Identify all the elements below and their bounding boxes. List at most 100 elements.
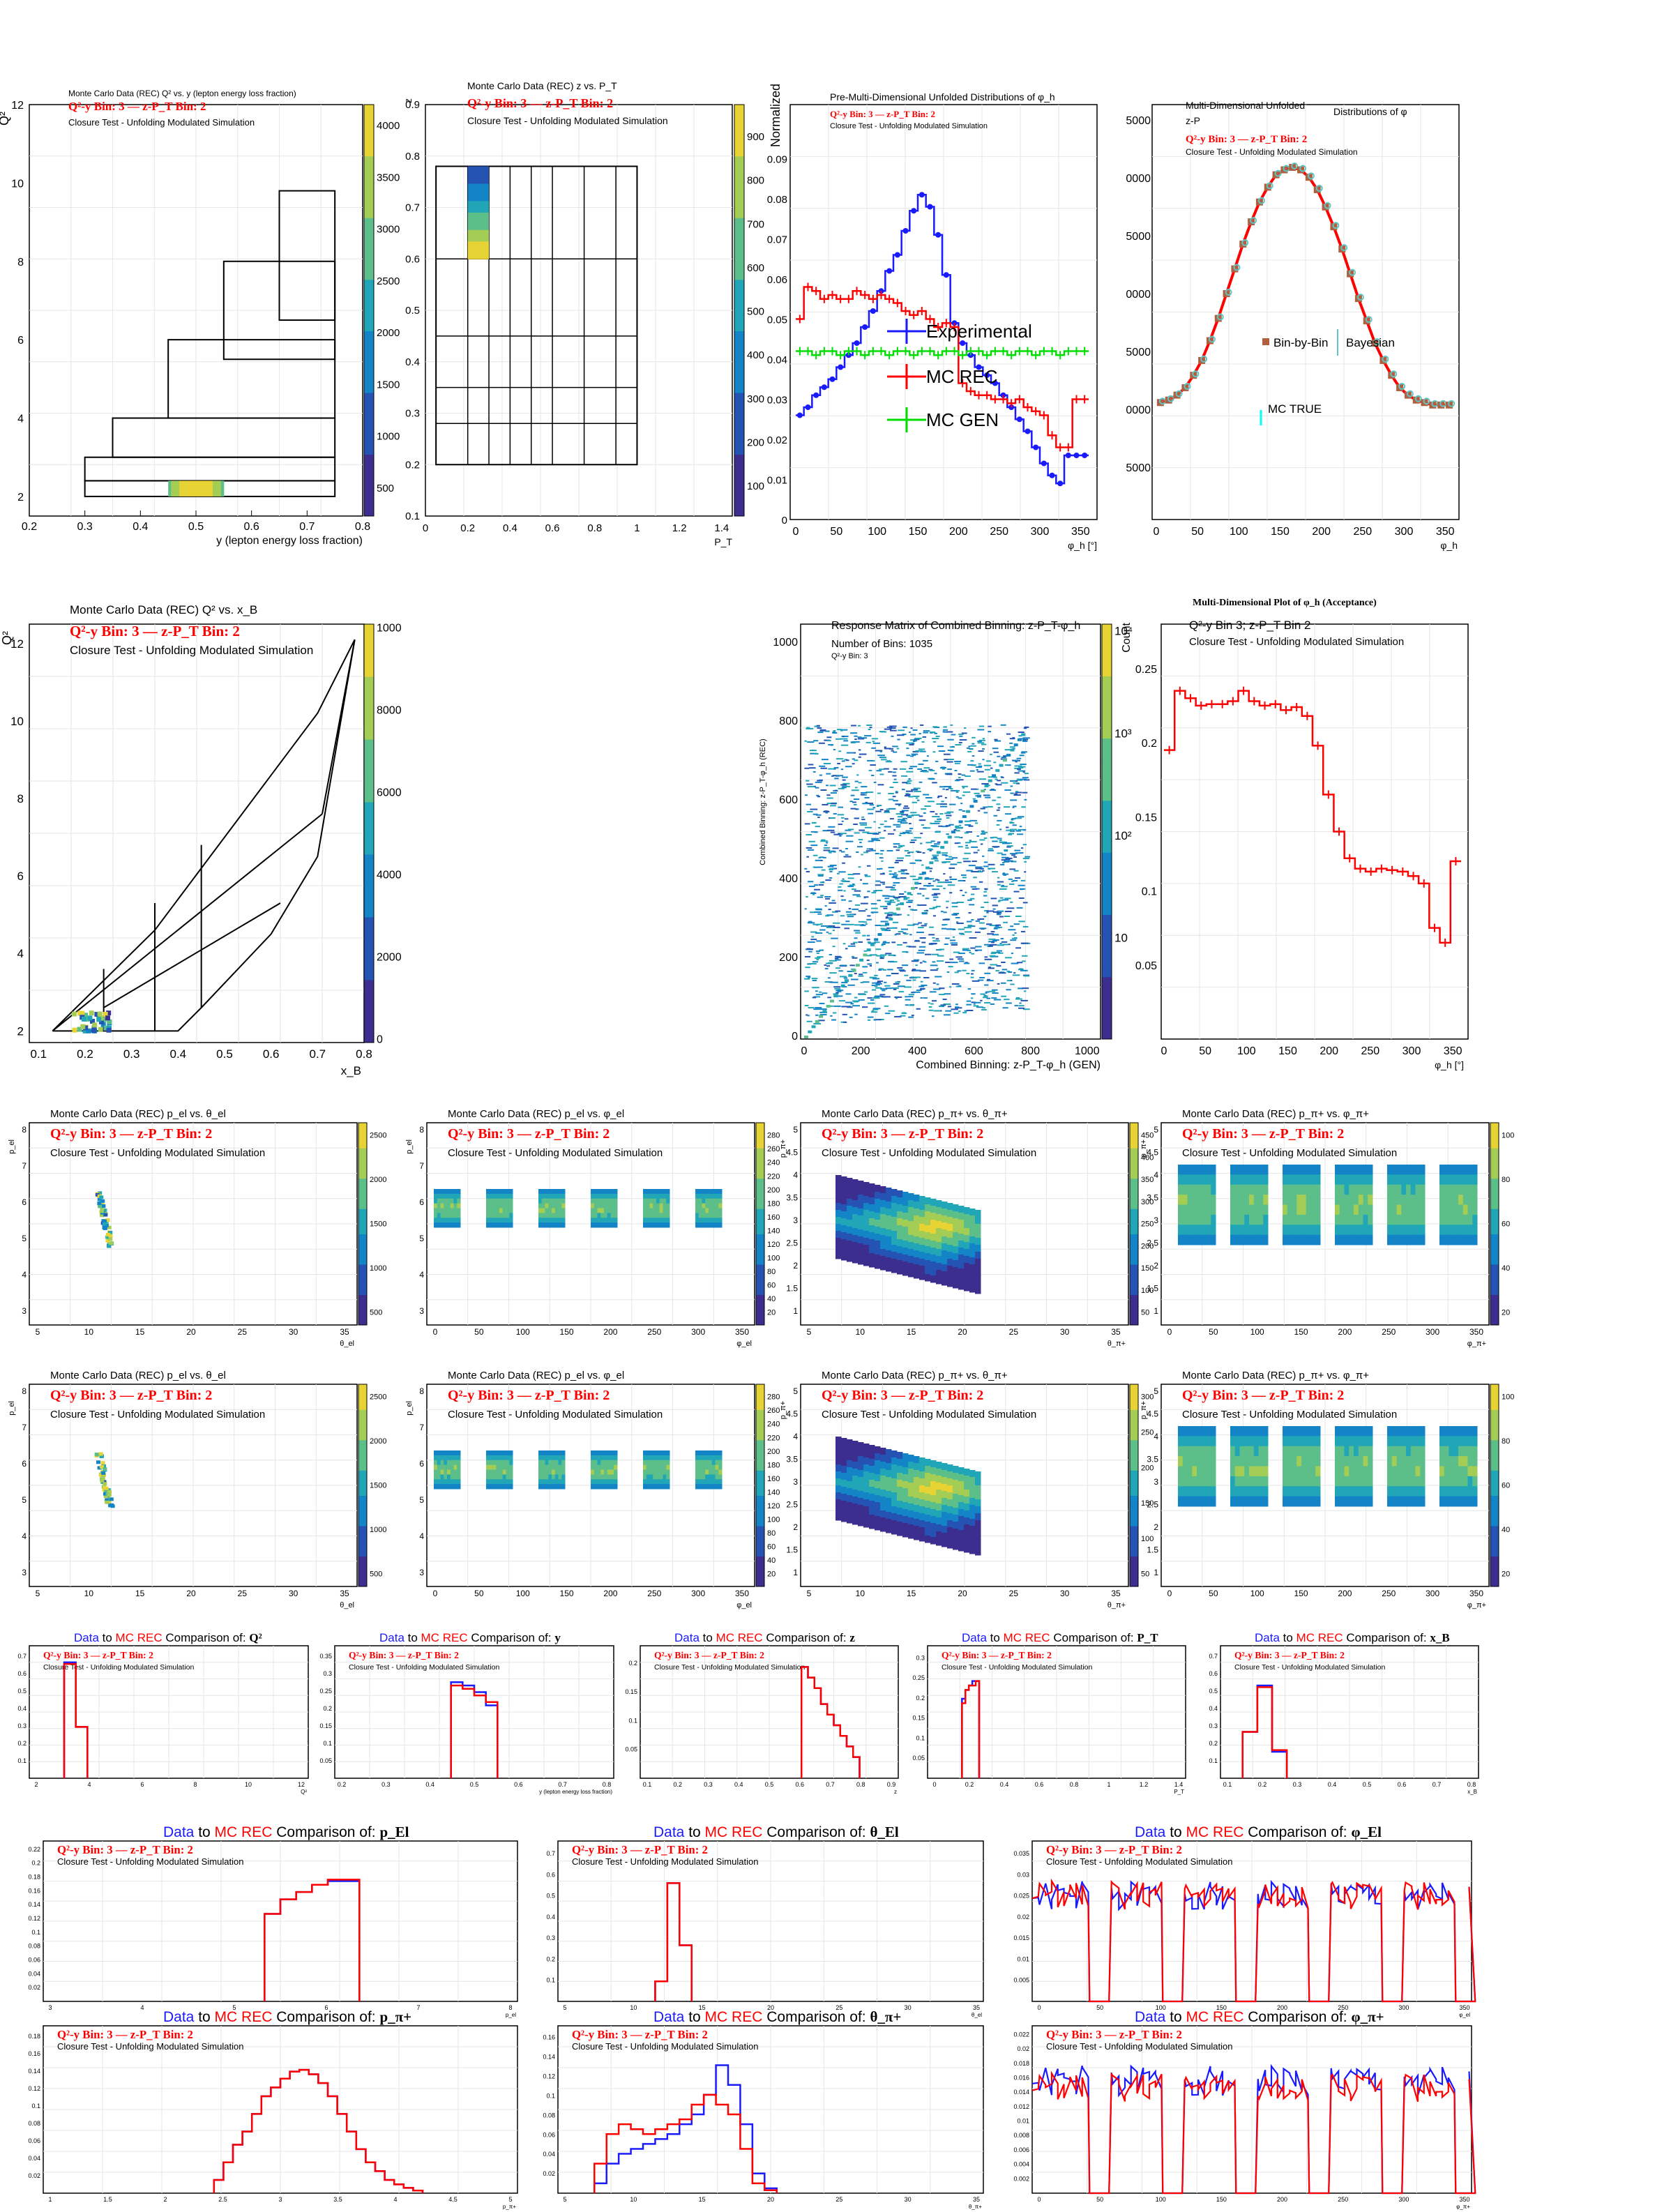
matrix-cell [958, 932, 964, 934]
x-tick-label: 30 [1060, 1327, 1070, 1337]
palette-cell [364, 506, 374, 517]
heat-cell [440, 1464, 444, 1470]
matrix-cell [921, 984, 928, 986]
palette-cell [358, 1264, 367, 1270]
heat-cell [492, 1213, 497, 1218]
heat-cell [502, 1484, 506, 1490]
heat-cell [847, 1220, 853, 1227]
heat-cell [434, 1474, 438, 1480]
matrix-cell [877, 755, 885, 757]
heat-cell [975, 1238, 981, 1245]
matrix-cell [833, 729, 836, 732]
palette-cell [1102, 686, 1112, 697]
palette-cell [364, 760, 374, 771]
palette-frame [358, 1384, 368, 1587]
matrix-cell [1015, 852, 1022, 854]
matrix-cell [1015, 998, 1022, 1000]
heat-cell [434, 1450, 438, 1456]
heat-cell [100, 1465, 105, 1469]
heat-cell [908, 1256, 914, 1264]
matrix-cell [821, 839, 826, 841]
matrix-cell [900, 872, 908, 874]
heat-cell [554, 1460, 559, 1466]
matrix-cell [965, 842, 971, 844]
heat-cell [715, 1218, 719, 1223]
matrix-cell [848, 908, 852, 910]
diagonal-cell [914, 881, 919, 885]
heat-cell [1206, 1234, 1211, 1245]
heat-cell [538, 1460, 543, 1466]
heat-cell [869, 1522, 875, 1529]
matrix-cell [829, 972, 837, 974]
heat-cell [942, 1229, 948, 1237]
heat-cell [1339, 1225, 1345, 1236]
matrix-cell [983, 861, 988, 863]
matrix-cell [895, 933, 901, 935]
heat-cell [558, 1198, 562, 1204]
heat-cell [902, 1255, 909, 1262]
heat-cell [1292, 1165, 1297, 1175]
palette-cell [1130, 1238, 1138, 1245]
heat-cell [467, 212, 490, 219]
matrix-cell [810, 931, 817, 933]
matrix-cell [806, 727, 814, 729]
matrix-cell [1011, 953, 1014, 955]
matrix-cell [889, 873, 895, 875]
matrix-cell [833, 1005, 841, 1007]
matrix-cell [840, 817, 845, 819]
matrix-cell [851, 955, 854, 957]
heat-cell [1410, 1184, 1416, 1195]
y-axis-label: p_el [405, 1139, 414, 1154]
heat-cell [434, 1213, 438, 1218]
palette-cell [1102, 665, 1112, 676]
matrix-cell [875, 880, 881, 882]
heat-cell [869, 1508, 875, 1515]
heat-cell [1363, 1195, 1368, 1205]
palette-cell [734, 393, 744, 404]
palette-cell [1490, 1178, 1499, 1184]
heat-cell [437, 1203, 441, 1209]
data-point [854, 340, 860, 346]
y-tick-label: 6 [419, 1459, 424, 1469]
matrix-cell [971, 861, 977, 863]
matrix-cell [930, 1003, 934, 1005]
heat-cell [1211, 1234, 1216, 1245]
diagonal-cell [840, 984, 845, 987]
heat-cell [1453, 1234, 1459, 1245]
palette-cell [1102, 852, 1112, 863]
diagonal-cell [940, 846, 945, 849]
matrix-cell [885, 1013, 891, 1015]
matrix-cell [989, 789, 997, 791]
heat-cell [1315, 1234, 1321, 1245]
heat-cell [880, 1462, 886, 1469]
matrix-cell [862, 831, 870, 833]
heat-cell [858, 1236, 864, 1244]
matrix-cell [808, 764, 814, 766]
heat-cell [649, 1469, 653, 1475]
matrix-cell [1010, 901, 1013, 903]
heat-cell [947, 1210, 953, 1218]
matrix-cell [844, 927, 849, 930]
heat-cell [702, 1469, 706, 1475]
matrix-cell [875, 889, 883, 891]
matrix-cell [887, 904, 891, 906]
heat-cell [541, 1469, 545, 1475]
heat-cell [958, 1234, 965, 1241]
heat-cell [614, 1198, 618, 1204]
heat-cell [558, 1213, 562, 1218]
matrix-cell [992, 836, 998, 838]
heat-cell [695, 1474, 700, 1480]
matrix-cell [840, 964, 847, 967]
palette-cell [358, 1183, 367, 1189]
heat-cell [663, 1218, 667, 1223]
heat-cell [444, 1218, 448, 1223]
matrix-cell [850, 943, 856, 945]
diagonal-cell [925, 866, 930, 870]
matrix-cell [857, 736, 862, 738]
x-tick-label: 10 [84, 1589, 94, 1598]
heat-cell [506, 1479, 510, 1485]
matrix-cell [878, 968, 884, 970]
matrix-cell [988, 868, 996, 870]
matrix-cell [1018, 732, 1024, 734]
chart-title: Monte Carlo Data (REC) p_el vs. θ_el [50, 1108, 226, 1120]
